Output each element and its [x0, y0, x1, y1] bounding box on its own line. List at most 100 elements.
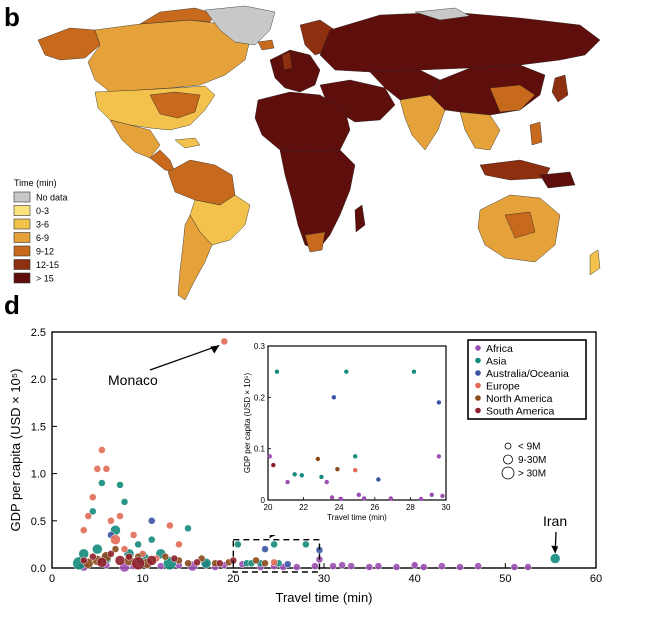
- data-point-australia-oceania: [147, 517, 156, 525]
- y-tick-label: 2.5: [31, 327, 46, 339]
- inset-x-tick-label: 20: [264, 503, 273, 512]
- map-region-south-africa: [304, 231, 326, 253]
- data-point-asia: [120, 498, 129, 506]
- map-legend-label: > 15: [36, 274, 54, 284]
- inset-data-point: [436, 454, 442, 459]
- inset-x-tick-label: 30: [442, 503, 451, 512]
- map-legend-label: 9-12: [36, 247, 54, 257]
- x-tick-label: 10: [137, 573, 149, 585]
- inset-y-tick-label: 0.2: [254, 393, 266, 402]
- inset-data-point: [376, 477, 381, 482]
- inset-data-point: [361, 496, 367, 501]
- inset-data-point: [388, 496, 394, 501]
- size-legend-marker: [503, 454, 513, 465]
- data-point-africa: [410, 561, 419, 569]
- inset-y-axis-label: GDP per capita (USD × 10⁵): [243, 373, 252, 474]
- zoom-region-box: [232, 538, 321, 573]
- map-region-alaska: [37, 27, 101, 61]
- map-region-sub-saharan-africa: [279, 149, 356, 251]
- data-point-asia: [134, 540, 142, 549]
- map-region-mexico: [109, 119, 161, 159]
- legend-entry: Australia/Oceania: [486, 368, 569, 380]
- map-region-australia-inner: [504, 211, 536, 239]
- data-point-europe: [98, 446, 106, 454]
- data-point-africa: [524, 563, 532, 571]
- data-point-south-america: [96, 557, 108, 568]
- scatter-chart-panel: 0 10 20 30 40 50 60 0.0 0.5 1.0 1.5 2.0 2.5 Travel ti…: [0, 300, 653, 613]
- map-legend-label: 6-9: [36, 233, 49, 243]
- data-point-africa: [329, 562, 337, 570]
- inset-data-point: [344, 369, 349, 374]
- inset-y-tick-label: 0.3: [254, 342, 266, 351]
- map-region-south-america-north: [167, 159, 236, 206]
- size-legend-marker: [501, 466, 515, 480]
- legend-marker: [475, 345, 481, 351]
- data-point-europe: [89, 493, 97, 501]
- map-legend: Time (min) No data 0-3 3-6 6-9 9-12 12-15 > 15: [13, 178, 68, 284]
- inset-data-point: [267, 454, 272, 459]
- world-map: Time (min) No data 0-3 3-6 6-9 9-12 12-15 > 15: [13, 5, 601, 301]
- inset-y-tick-label: 0: [261, 496, 266, 505]
- map-region-indonesia: [479, 159, 551, 181]
- size-legend-label: 9-30M: [518, 455, 546, 466]
- data-point-europe: [116, 512, 124, 520]
- map-legend-swatch: [13, 272, 31, 284]
- data-point-north-america: [261, 559, 269, 568]
- x-tick-label: 60: [590, 573, 602, 585]
- data-point-europe: [220, 337, 229, 346]
- map-region-new-guinea: [539, 171, 576, 189]
- map-region-caribbean: [174, 137, 201, 149]
- inset-x-axis-label: Travel time (min): [327, 513, 387, 522]
- data-point-africa: [365, 563, 374, 571]
- inset-data-point: [329, 495, 335, 500]
- annotation-monaco-arrowhead: [210, 345, 220, 354]
- x-tick-label: 50: [499, 573, 511, 585]
- inset-data-point: [292, 472, 297, 477]
- inset-data-point: [319, 474, 324, 480]
- series-legend-box: [467, 339, 587, 420]
- data-point-europe: [79, 526, 88, 534]
- legend-entry: Europe: [486, 381, 520, 393]
- map-legend-swatch: [13, 205, 31, 216]
- data-point-asia: [98, 479, 106, 487]
- data-point-africa: [419, 563, 428, 571]
- inset-data-point: [440, 493, 445, 499]
- inset-x-tick-label: 26: [370, 503, 379, 512]
- data-point-south-america: [215, 559, 224, 568]
- inset-data-point: [315, 456, 321, 462]
- x-tick-label: 0: [49, 573, 55, 585]
- legend-marker: [475, 407, 481, 414]
- map-legend-swatch: [13, 218, 31, 230]
- inset-data-point: [338, 496, 344, 502]
- data-point-africa: [474, 562, 482, 570]
- map-region-philippines: [529, 121, 543, 146]
- inset-data-point: [411, 369, 417, 374]
- inset-data-point: [418, 496, 424, 502]
- y-tick-label: 1.0: [31, 469, 46, 481]
- data-point-africa: [347, 562, 355, 570]
- inset-data-point: [271, 462, 276, 468]
- x-tick-label: 20: [227, 573, 239, 585]
- data-point-europe: [175, 540, 183, 549]
- inset-data-point: [356, 492, 361, 498]
- inset-y-tick-label: 0.1: [254, 445, 266, 454]
- data-point-africa: [456, 563, 464, 571]
- inset-data-point: [436, 400, 442, 405]
- data-point-asia: [92, 543, 103, 555]
- map-region-china-east: [489, 84, 536, 113]
- data-point-europe: [166, 521, 174, 530]
- map-region-southeast-asia: [459, 111, 501, 151]
- map-legend-title: Time (min): [14, 178, 57, 188]
- map-region-uk: [281, 51, 293, 71]
- inset-plot-frame: [267, 345, 447, 501]
- data-point-asia: [184, 524, 192, 533]
- panel-letter-d: d: [4, 290, 20, 320]
- data-point-europe: [110, 534, 121, 545]
- inset-x-tick-label: 28: [406, 503, 415, 512]
- legend-marker: [475, 382, 481, 389]
- data-point-asia: [302, 540, 310, 549]
- map-legend-label: 12-15: [36, 260, 59, 270]
- inset-data-point: [353, 468, 358, 473]
- inset-background: [255, 340, 455, 535]
- data-point-australia-oceania: [261, 545, 269, 553]
